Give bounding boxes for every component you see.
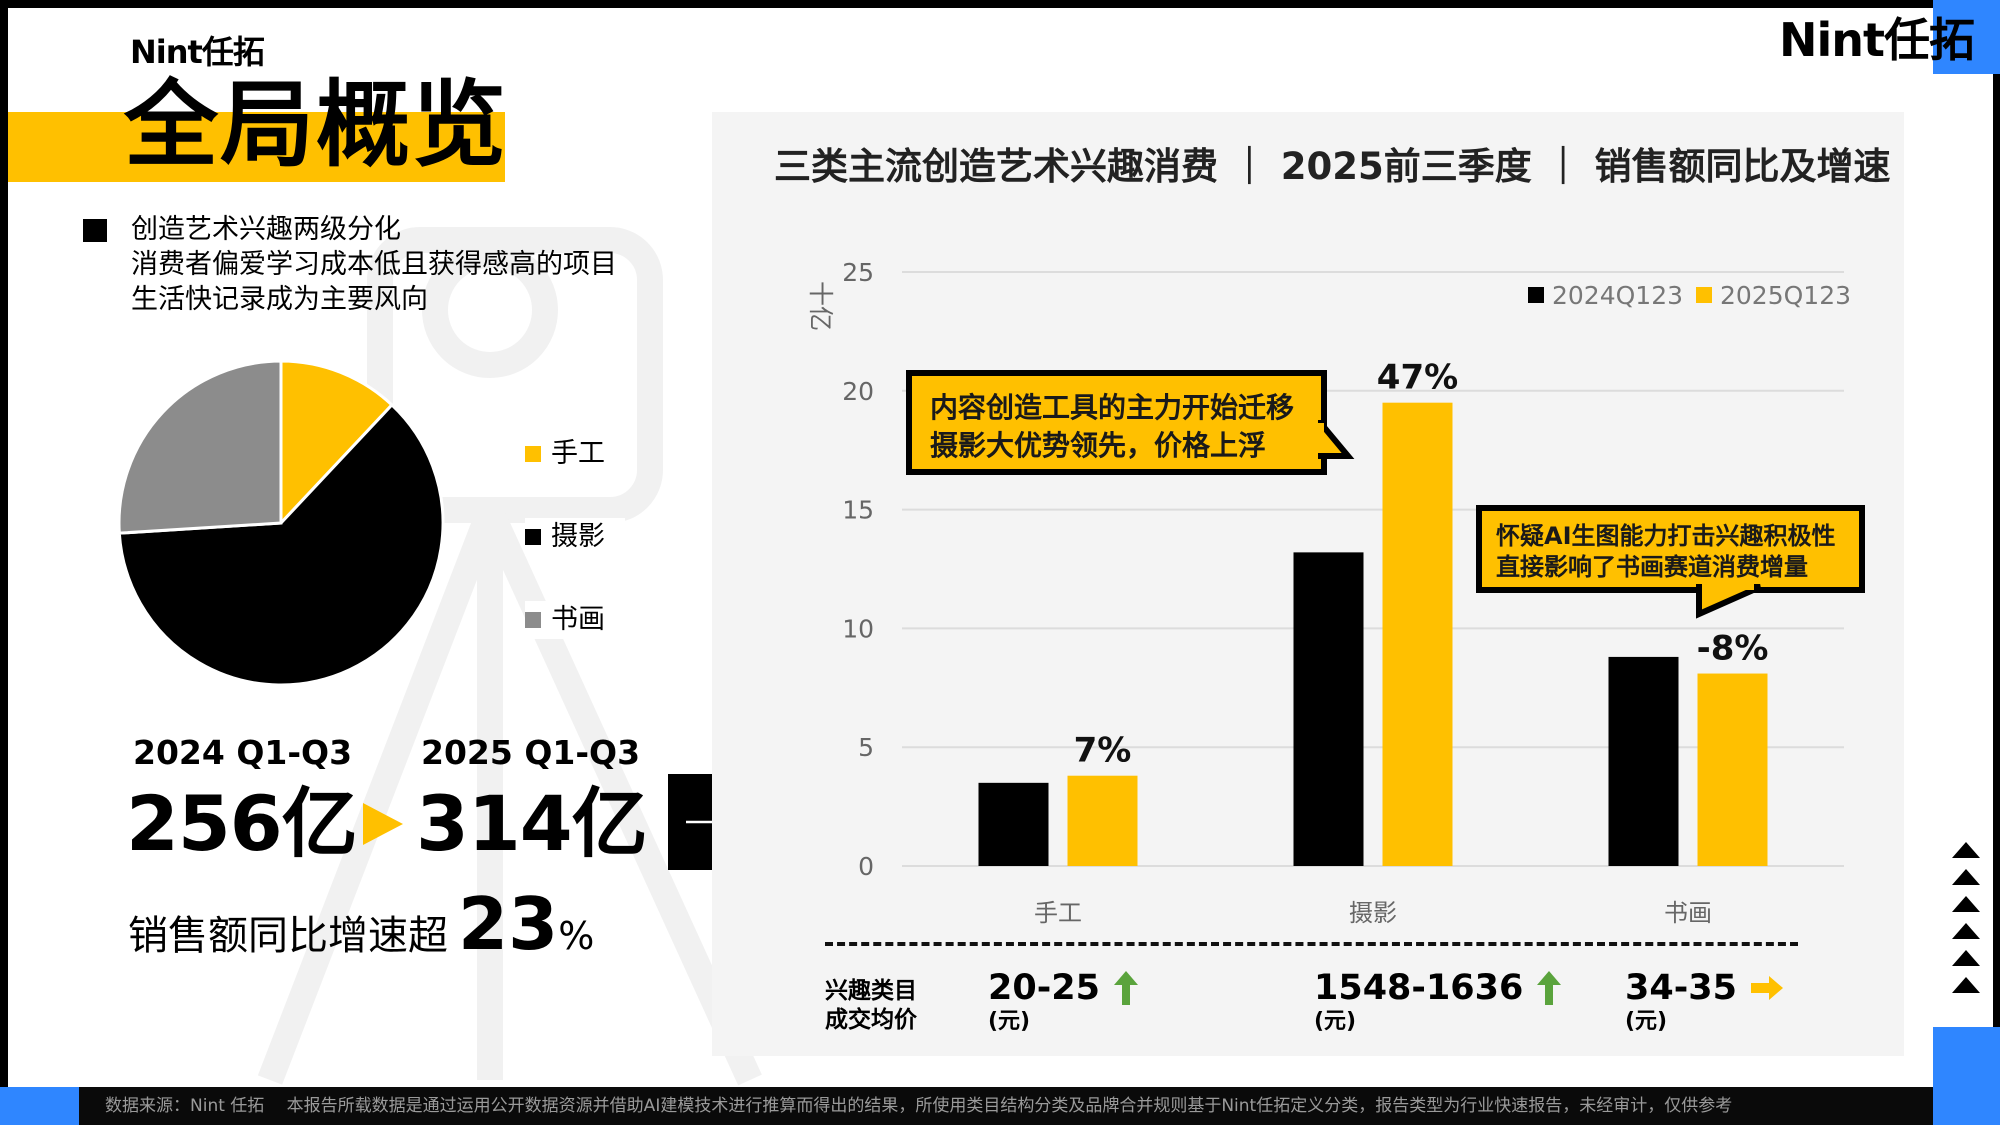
bar-2025Q123-手工: [1067, 775, 1138, 866]
up-arrow-icon: [1113, 971, 1138, 1005]
brand-logo-top-right: Nint任拓: [1779, 13, 1975, 67]
legend-label: 2024Q123: [1552, 281, 1683, 310]
y-tick-label: 20: [842, 377, 874, 406]
up-arrow-icon: [1537, 971, 1562, 1005]
bullet-line: 消费者偏爱学习成本低且获得感高的项目: [131, 249, 617, 280]
price-unit: (元): [1625, 1009, 1668, 1034]
bar-2024Q123-摄影: [1293, 552, 1364, 866]
left-border: [0, 0, 8, 1090]
legend-swatch: [525, 612, 541, 628]
triangle-right-icon: [363, 803, 403, 845]
x-tick-label: 手工: [1034, 899, 1082, 927]
y-tick-label: 15: [842, 496, 874, 525]
sales-2025: 314亿: [416, 779, 648, 868]
growth-value: 23: [458, 882, 559, 966]
y-tick-label: 25: [842, 258, 874, 287]
y-axis-label: 十亿: [806, 281, 835, 331]
legend-swatch: [525, 446, 541, 462]
right-border: [1993, 0, 2000, 1090]
top-border: [0, 0, 2000, 8]
x-tick-label: 摄影: [1349, 899, 1397, 927]
callout-tail: [1696, 584, 1762, 619]
y-tick-label: 10: [842, 614, 874, 643]
bar-2024Q123-手工: [978, 782, 1049, 866]
scroll-up-chevrons-icon[interactable]: [1950, 842, 1982, 1002]
legend-swatch: [1696, 287, 1712, 303]
footer-accent: [0, 1087, 79, 1125]
page-title: 全局概览: [124, 71, 509, 180]
bullet-square-icon: [83, 219, 107, 242]
callout-tail: [1318, 420, 1355, 459]
growth-summary: 销售额同比增速超 23%: [128, 882, 595, 966]
price-unit: (元): [1314, 1009, 1357, 1034]
callout-painting: 怀疑AI生图能力打击兴趣积极性 直接影响了书画赛道消费增量: [1476, 505, 1865, 593]
brand-logo: Nint任拓: [130, 33, 265, 71]
pie-chart: [117, 359, 445, 687]
legend-label: 2025Q123: [1720, 281, 1851, 310]
camera-watermark-icon: [257, 227, 762, 1086]
pie-legend-item: 手工: [525, 435, 625, 473]
footer: [0, 1087, 1933, 1125]
year-label-2025: 2025 Q1-Q3: [421, 733, 641, 772]
y-tick-label: 0: [858, 852, 874, 881]
x-tick-label: 书画: [1664, 899, 1712, 927]
growth-label: 47%: [1377, 358, 1458, 398]
bullet-line: 生活快记录成为主要风向: [131, 284, 428, 315]
legend-swatch: [525, 529, 541, 545]
sales-2024: 256亿: [126, 779, 358, 868]
pie-slice-手工: [279, 359, 395, 527]
growth-label: -8%: [1697, 629, 1769, 669]
price-handcraft: 20-25: [988, 970, 1140, 1006]
pie-legend-item: 摄影: [525, 518, 625, 556]
chart-title: 三类主流创造艺术兴趣消费 ｜ 2025前三季度 ｜ 销售额同比及增速: [774, 145, 1891, 188]
y-tick-label: 5: [858, 733, 874, 762]
price-unit: (元): [988, 1009, 1031, 1034]
footer-disclaimer: 数据来源：Nint 任拓 本报告所载数据是通过运用公开数据资源并借助AI建模技术…: [105, 1096, 1733, 1116]
pie-legend-item: 书画: [525, 601, 625, 639]
year-label-2024: 2024 Q1-Q3: [133, 733, 353, 772]
bar-2024Q123-书画: [1608, 656, 1679, 866]
bar-2025Q123-书画: [1697, 673, 1768, 866]
pie-slice-书画: [117, 359, 283, 535]
growth-label: 7%: [1074, 731, 1132, 771]
price-row-label: 兴趣类目 成交均价: [825, 978, 917, 1033]
divider-dashed: [825, 942, 1798, 946]
title-highlight: [8, 112, 505, 182]
bar-2025Q123-摄影: [1382, 402, 1453, 866]
bullet-line: 创造艺术兴趣两级分化: [131, 214, 401, 245]
callout-photography: 内容创造工具的主力开始迁移 摄影大优势领先，价格上浮: [906, 370, 1327, 475]
pie-slice-摄影: [117, 402, 445, 687]
corner-accent: [1933, 0, 2000, 74]
right-arrow-icon: [1750, 976, 1783, 1000]
price-photography: 1548-1636: [1314, 970, 1563, 1006]
price-painting: 34-35: [1625, 970, 1783, 1006]
corner-accent: [1933, 1027, 2000, 1125]
legend-swatch: [1528, 287, 1544, 303]
